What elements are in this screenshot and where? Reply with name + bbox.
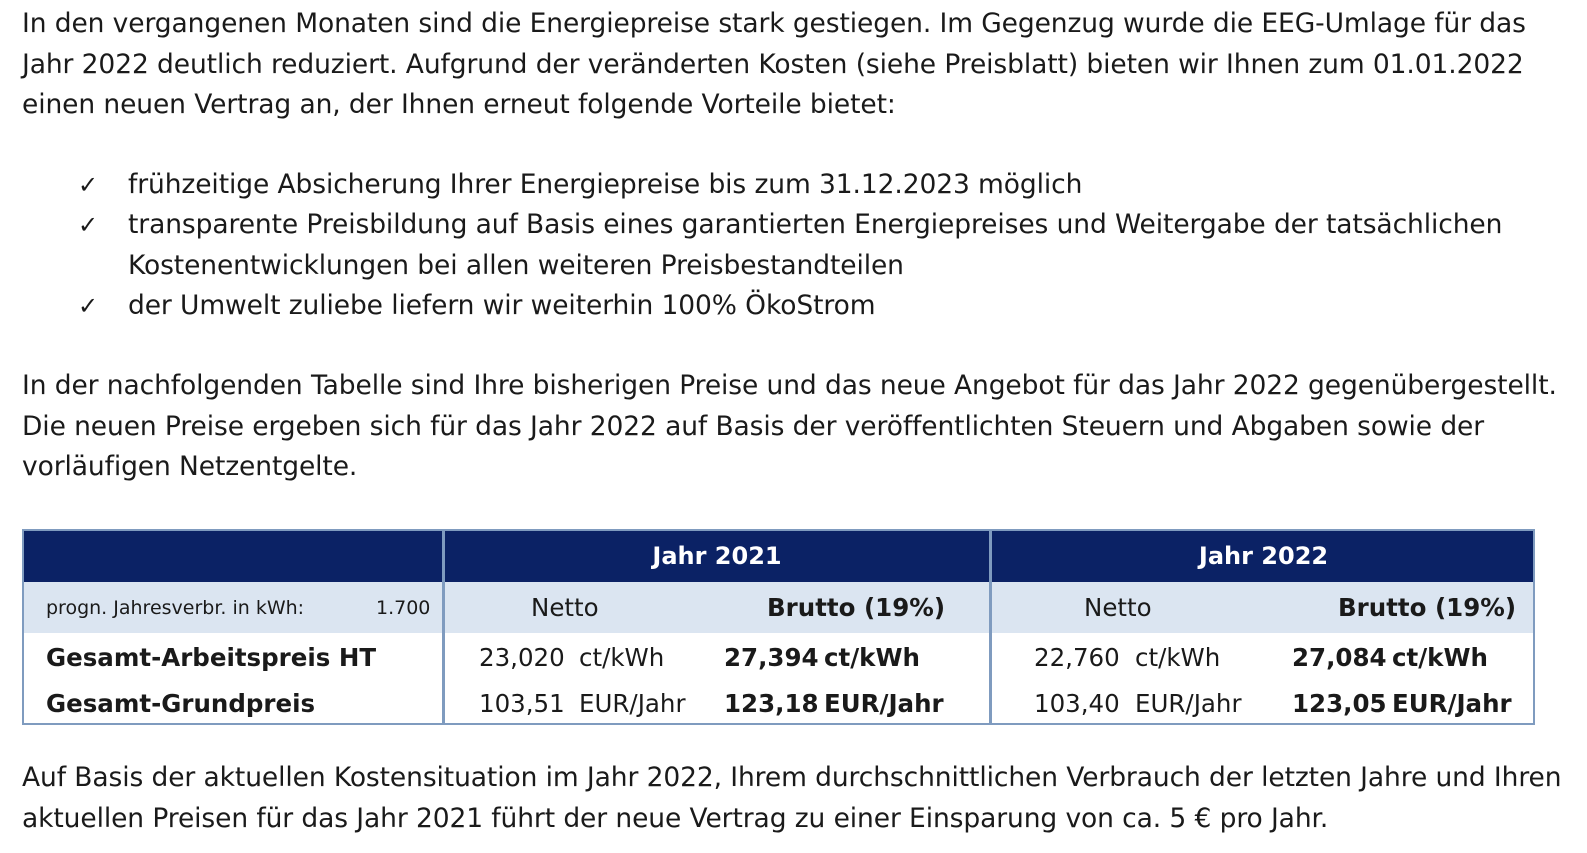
table-intro-paragraph: In der nachfolgenden Tabelle sind Ihre b… (22, 370, 1557, 482)
value-2021-brutto: 27,394 (724, 643, 819, 672)
value-2021-netto: 103,51 (479, 689, 565, 718)
unit-2021-netto: EUR/Jahr (579, 689, 686, 718)
value-2022-brutto: 27,084 (1292, 643, 1387, 672)
value-2021-netto: 23,020 (479, 643, 565, 672)
conclusion-paragraph: Auf Basis der aktuellen Kostensituation … (22, 762, 1562, 834)
price-comparison-table: Jahr 2021 Jahr 2022 progn. Jahresverbr. … (22, 529, 1535, 725)
unit-2022-netto: EUR/Jahr (1135, 689, 1242, 718)
row-label-grundpreis: Gesamt-Grundpreis (46, 689, 316, 718)
unit-2022-brutto: EUR/Jahr (1392, 689, 1512, 718)
checkmark-icon: ✓ (78, 292, 99, 320)
list-item-text: transparente Preisbildung auf Basis eine… (128, 209, 1503, 281)
row-label-arbeitspreis: Gesamt-Arbeitspreis HT (46, 643, 377, 672)
unit-2021-brutto: ct/kWh (824, 643, 920, 672)
netto-header-2022: Netto (1084, 593, 1152, 622)
list-item-text: frühzeitige Absicherung Ihrer Energiepre… (128, 169, 1083, 200)
year-2022-header: Jahr 2022 (1198, 542, 1329, 570)
brutto-header-2021: Brutto (19%) (767, 593, 946, 622)
value-2022-netto: 103,40 (1034, 689, 1120, 718)
table-subheader (24, 582, 1533, 633)
value-2022-netto: 22,760 (1034, 643, 1120, 672)
table-header (24, 531, 1533, 582)
column-divider (442, 531, 445, 723)
column-divider (989, 531, 992, 723)
year-2021-header: Jahr 2021 (652, 542, 782, 570)
netto-header-2021: Netto (531, 593, 599, 622)
value-2022-brutto: 123,05 (1292, 689, 1387, 718)
consumption-value: 1.700 (376, 597, 431, 619)
value-2021-brutto: 123,18 (724, 689, 819, 718)
checkmark-icon: ✓ (78, 171, 99, 199)
checkmark-icon: ✓ (78, 211, 99, 239)
brutto-header-2022: Brutto (19%) (1338, 593, 1517, 622)
unit-2022-netto: ct/kWh (1135, 643, 1221, 672)
intro-paragraph: In den vergangenen Monaten sind die Ener… (22, 8, 1526, 120)
unit-2021-brutto: EUR/Jahr (824, 689, 944, 718)
consumption-label: progn. Jahresverbr. in kWh: (46, 597, 305, 619)
unit-2022-brutto: ct/kWh (1392, 643, 1488, 672)
list-item-text: der Umwelt zuliebe liefern wir weiterhin… (128, 290, 876, 321)
unit-2021-netto: ct/kWh (579, 643, 665, 672)
